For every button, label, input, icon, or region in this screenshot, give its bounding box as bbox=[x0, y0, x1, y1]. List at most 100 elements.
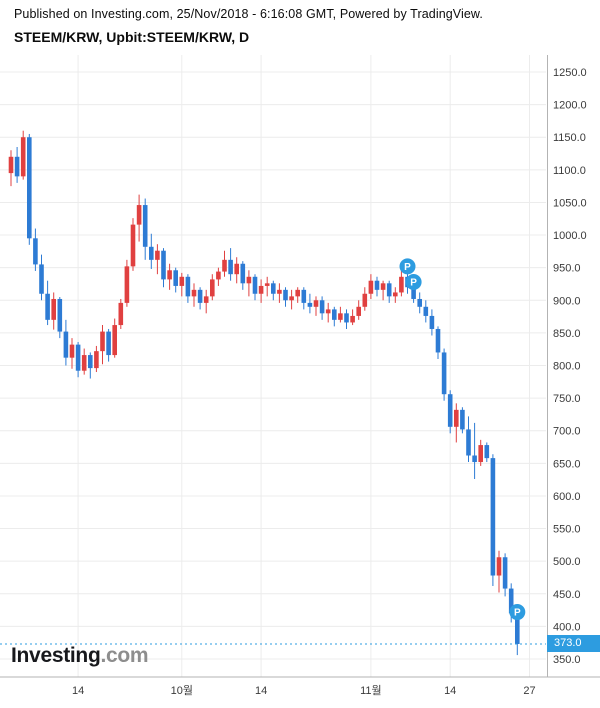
candle-body bbox=[197, 289, 203, 303]
candle-body bbox=[228, 259, 233, 275]
x-axis-label: 14 bbox=[255, 685, 267, 697]
candle-body bbox=[515, 613, 520, 644]
candle-body bbox=[301, 289, 307, 303]
candle-body bbox=[167, 270, 172, 280]
candle-body bbox=[136, 205, 142, 225]
logo-investing-text: Investing bbox=[11, 644, 101, 667]
candle-body bbox=[57, 298, 63, 332]
candle-body bbox=[112, 325, 117, 356]
candle-body bbox=[100, 331, 105, 352]
candle-body bbox=[88, 355, 93, 369]
candle-body bbox=[386, 283, 392, 297]
published-marker[interactable] bbox=[405, 274, 422, 291]
x-axis-label: 11월 bbox=[360, 684, 382, 697]
y-axis-label: 450.0 bbox=[553, 589, 581, 601]
y-axis-label: 800.0 bbox=[553, 361, 581, 373]
candle-body bbox=[338, 313, 343, 320]
published-marker[interactable] bbox=[509, 604, 526, 621]
candle-body bbox=[94, 351, 99, 369]
candle-body bbox=[75, 344, 81, 371]
y-axis-label: 1250.0 bbox=[553, 67, 587, 79]
candle-body bbox=[234, 263, 239, 275]
candle-body bbox=[423, 306, 429, 316]
candle-body bbox=[490, 458, 496, 576]
candle-body bbox=[216, 271, 221, 280]
candle-body bbox=[460, 409, 465, 430]
candle-body bbox=[130, 224, 136, 267]
candle-body bbox=[478, 445, 483, 463]
published-marker-label: P bbox=[410, 278, 417, 289]
chart-title: STEEM/KRW, Upbit:STEEM/KRW, D bbox=[14, 29, 250, 45]
y-axis-label: 350.0 bbox=[553, 654, 581, 666]
x-axis-label: 27 bbox=[523, 685, 535, 697]
candle-body bbox=[417, 298, 422, 307]
published-marker-label: P bbox=[404, 262, 411, 273]
y-axis-label: 1200.0 bbox=[553, 100, 587, 112]
candle-body bbox=[51, 298, 56, 320]
candle-body bbox=[118, 302, 124, 326]
candle-body bbox=[240, 263, 246, 284]
candle-body bbox=[142, 205, 148, 247]
published-marker[interactable] bbox=[399, 258, 416, 275]
candle-body bbox=[344, 313, 349, 323]
candle-body bbox=[63, 331, 69, 358]
x-axis-label: 14 bbox=[444, 685, 456, 697]
candle-body bbox=[466, 429, 471, 456]
candle-body bbox=[252, 276, 258, 294]
candle-body bbox=[210, 279, 215, 297]
candle-body bbox=[8, 156, 14, 174]
candle-body bbox=[27, 137, 32, 239]
x-axis-label: 10월 bbox=[171, 684, 193, 697]
candle-body bbox=[319, 300, 325, 314]
y-axis-label: 700.0 bbox=[553, 426, 581, 438]
candle-body bbox=[380, 283, 386, 290]
y-axis-label: 1150.0 bbox=[553, 132, 586, 144]
candle-body bbox=[441, 352, 447, 395]
candle-body bbox=[472, 455, 477, 463]
y-axis-label: 750.0 bbox=[553, 393, 581, 405]
candle-body bbox=[277, 289, 282, 294]
candle-body bbox=[496, 557, 502, 576]
candle-body bbox=[106, 331, 111, 356]
y-axis-label: 850.0 bbox=[553, 328, 581, 340]
candle-body bbox=[447, 394, 453, 427]
candle-body bbox=[325, 309, 331, 314]
candle-body bbox=[399, 276, 404, 293]
candle-body bbox=[14, 156, 20, 177]
candle-body bbox=[356, 306, 361, 316]
y-axis-label: 400.0 bbox=[553, 621, 581, 633]
candle-body bbox=[179, 276, 185, 286]
candle-body bbox=[20, 137, 26, 177]
candle-body bbox=[350, 315, 355, 323]
candle-body bbox=[435, 328, 441, 353]
logo-com-text: .com bbox=[100, 644, 149, 667]
candle-body bbox=[508, 588, 514, 614]
current-price-badge: 373.0 bbox=[547, 635, 600, 653]
candle-body bbox=[307, 302, 313, 307]
candle-body bbox=[33, 238, 38, 265]
y-axis-label: 550.0 bbox=[553, 524, 581, 536]
investing-logo[interactable]: Investing.com bbox=[11, 644, 149, 668]
published-info: Published on Investing.com, 25/Nov/2018 … bbox=[14, 7, 483, 21]
y-axis-label: 1000.0 bbox=[553, 230, 587, 242]
candle-body bbox=[454, 409, 459, 427]
candle-body bbox=[173, 270, 178, 286]
y-axis-label: 1100.0 bbox=[553, 165, 586, 177]
y-axis-label: 650.0 bbox=[553, 458, 581, 470]
y-axis-label: 1050.0 bbox=[553, 197, 587, 209]
candle-body bbox=[81, 355, 87, 371]
candle-body bbox=[246, 276, 252, 284]
chart-header: Published on Investing.com, 25/Nov/2018 … bbox=[14, 7, 483, 45]
published-marker-label: P bbox=[514, 608, 521, 619]
y-axis-label: 950.0 bbox=[553, 263, 581, 275]
candle-body bbox=[69, 344, 75, 358]
candle-body bbox=[149, 246, 154, 260]
candle-body bbox=[45, 293, 50, 320]
candle-body bbox=[411, 287, 416, 299]
candle-body bbox=[313, 300, 319, 307]
candle-body bbox=[429, 315, 435, 329]
candle-body bbox=[502, 557, 508, 589]
candle-body bbox=[222, 259, 227, 272]
candle-body bbox=[185, 276, 191, 297]
